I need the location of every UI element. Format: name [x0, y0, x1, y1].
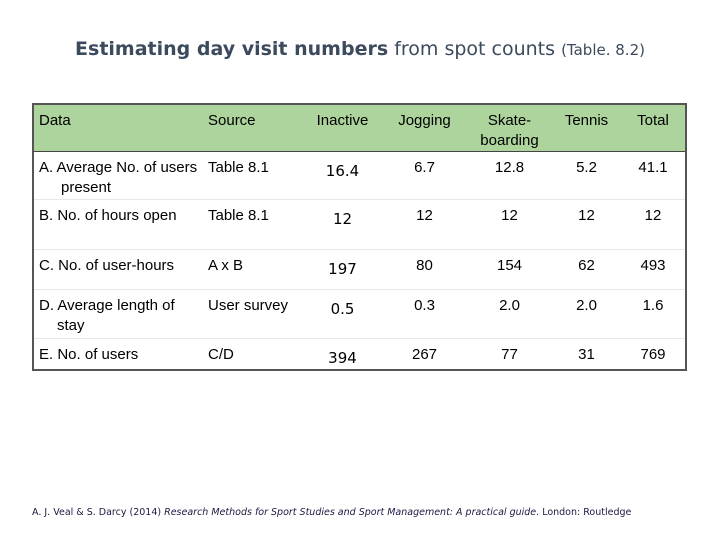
row-label: B. No. of hours open: [33, 199, 203, 250]
cell-tennis: 12: [552, 199, 621, 250]
row-label: D. Average length of stay: [33, 289, 203, 339]
row-label: C. No. of user-hours: [33, 249, 203, 290]
cell-inactive: 197: [303, 249, 382, 290]
cell-inactive: 394: [303, 338, 382, 370]
cell-skateboarding: 154: [467, 249, 552, 290]
table-row: C. No. of user-hours A x B 197 80 154 62…: [33, 249, 686, 290]
title-table-ref: (Table. 8.2): [561, 41, 645, 59]
citation-book: Research Methods for Sport Studies and S…: [164, 507, 537, 518]
source-citation: A. J. Veal & S. Darcy (2014) Research Me…: [32, 507, 631, 518]
cell-jogging: 267: [382, 338, 467, 370]
header-source: Source: [203, 104, 303, 152]
cell-jogging: 6.7: [382, 151, 467, 200]
cell-total: 12: [621, 199, 686, 250]
cell-skateboarding: 12: [467, 199, 552, 250]
cell-tennis: 2.0: [552, 289, 621, 339]
row-source: Table 8.1: [203, 151, 303, 200]
table-header-row: Data Source Inactive Jogging Skate-board…: [33, 104, 686, 152]
cell-skateboarding: 12.8: [467, 151, 552, 200]
cell-inactive: 12: [303, 199, 382, 250]
cell-jogging: 12: [382, 199, 467, 250]
cell-total: 493: [621, 249, 686, 290]
row-source: Table 8.1: [203, 199, 303, 250]
header-inactive: Inactive: [303, 104, 382, 152]
row-source: User survey: [203, 289, 303, 339]
header-total: Total: [621, 104, 686, 152]
cell-skateboarding: 77: [467, 338, 552, 370]
table-row: E. No. of users C/D 394 267 77 31 769: [33, 338, 686, 370]
cell-inactive: 16.4: [303, 151, 382, 200]
cell-tennis: 31: [552, 338, 621, 370]
row-source: C/D: [203, 338, 303, 370]
header-tennis: Tennis: [552, 104, 621, 152]
row-source: A x B: [203, 249, 303, 290]
title-bold: Estimating day visit numbers: [75, 38, 389, 60]
slide-title: Estimating day visit numbers from spot c…: [0, 38, 720, 60]
cell-jogging: 80: [382, 249, 467, 290]
title-rest: from spot counts: [388, 38, 562, 60]
header-jogging: Jogging: [382, 104, 467, 152]
header-skateboarding: Skate-boarding: [467, 104, 552, 152]
header-data: Data: [33, 104, 203, 152]
row-label: A. Average No. of users present: [33, 151, 203, 200]
cell-total: 1.6: [621, 289, 686, 339]
cell-inactive: 0.5: [303, 289, 382, 339]
cell-tennis: 5.2: [552, 151, 621, 200]
table-row: D. Average length of stay User survey 0.…: [33, 289, 686, 339]
citation-authors: A. J. Veal & S. Darcy (2014): [32, 507, 165, 518]
citation-publisher: . London: Routledge: [536, 507, 632, 518]
visit-estimate-table: Data Source Inactive Jogging Skate-board…: [32, 103, 687, 371]
cell-total: 41.1: [621, 151, 686, 200]
table-row: B. No. of hours open Table 8.1 12 12 12 …: [33, 199, 686, 250]
row-label: E. No. of users: [33, 338, 203, 370]
cell-total: 769: [621, 338, 686, 370]
cell-tennis: 62: [552, 249, 621, 290]
cell-jogging: 0.3: [382, 289, 467, 339]
cell-skateboarding: 2.0: [467, 289, 552, 339]
table-row: A. Average No. of users present Table 8.…: [33, 151, 686, 200]
